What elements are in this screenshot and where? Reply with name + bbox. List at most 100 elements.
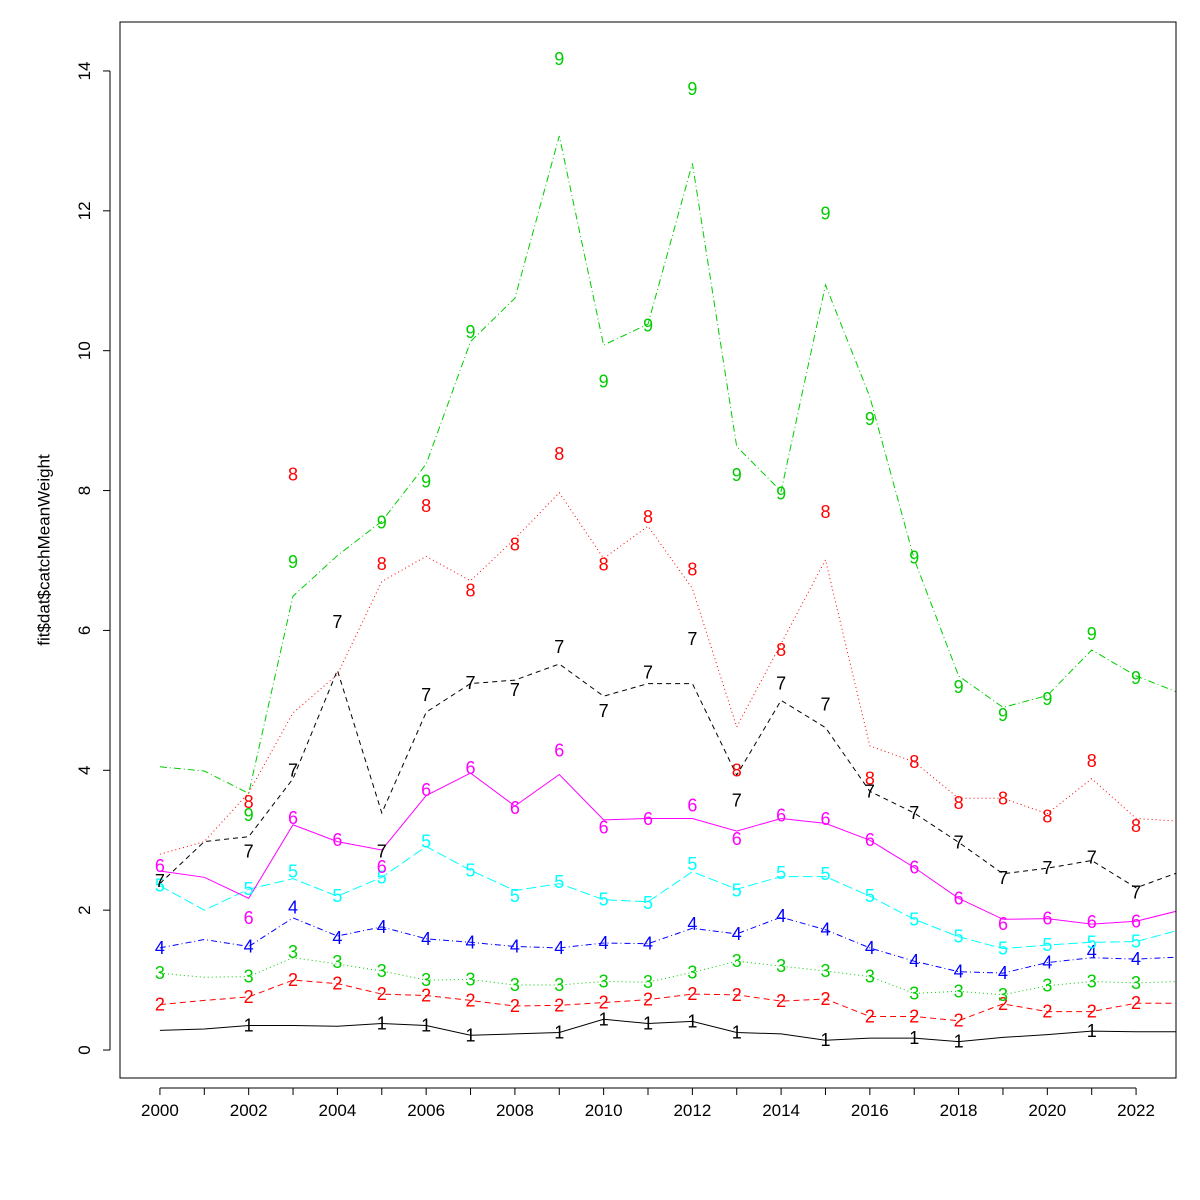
series-7-point-label: 7 bbox=[1131, 883, 1141, 903]
series-3-point-label: 3 bbox=[909, 983, 919, 1003]
series-4-point-label: 4 bbox=[998, 963, 1008, 983]
series-5-point-label: 5 bbox=[776, 863, 786, 883]
series-7-point-label: 7 bbox=[244, 841, 254, 861]
series-3-point-label: 3 bbox=[466, 969, 476, 989]
series-9-point-label: 9 bbox=[865, 409, 875, 429]
x-tick-label: 2014 bbox=[762, 1101, 800, 1120]
plot-frame bbox=[119, 21, 1177, 1079]
series-6-point-label: 6 bbox=[554, 741, 564, 761]
series-4-point-label: 4 bbox=[332, 928, 342, 948]
series-8-point-label: 8 bbox=[687, 560, 697, 580]
series-8-point-label: 8 bbox=[732, 760, 742, 780]
x-tick-label: 2020 bbox=[1028, 1101, 1066, 1120]
series-9-point-label: 9 bbox=[244, 805, 254, 825]
x-tick-label: 2018 bbox=[940, 1101, 978, 1120]
series-1-point-label: 1 bbox=[466, 1025, 476, 1045]
series-7-point-label: 7 bbox=[687, 629, 697, 649]
series-9-point-label: 9 bbox=[1131, 668, 1141, 688]
series-6-point-label: 6 bbox=[1042, 909, 1052, 929]
series-2-point-label: 2 bbox=[288, 970, 298, 990]
series-8-point-label: 8 bbox=[954, 793, 964, 813]
series-8-point-label: 8 bbox=[1131, 816, 1141, 836]
series-6-point-label: 6 bbox=[332, 830, 342, 850]
series-6-point-label: 6 bbox=[288, 808, 298, 828]
series-7-point-label: 7 bbox=[510, 680, 520, 700]
series-3-point-label: 3 bbox=[1087, 971, 1097, 991]
series-line-1 bbox=[159, 1018, 1176, 1043]
series-7-point-label: 7 bbox=[466, 673, 476, 693]
series-3-point-label: 3 bbox=[510, 975, 520, 995]
series-8-point-label: 8 bbox=[288, 464, 298, 484]
series-3-point-label: 3 bbox=[599, 971, 609, 991]
series-6-point-label: 6 bbox=[865, 830, 875, 850]
series-2-point-label: 2 bbox=[466, 990, 476, 1010]
series-6-point-label: 6 bbox=[1131, 911, 1141, 931]
series-9-point-label: 9 bbox=[954, 677, 964, 697]
series-3-point-label: 3 bbox=[1131, 973, 1141, 993]
series-7-point-label: 7 bbox=[820, 695, 830, 715]
series-9-point-label: 9 bbox=[466, 322, 476, 342]
series-5-point-label: 5 bbox=[732, 881, 742, 901]
series-line-8 bbox=[159, 491, 1176, 855]
series-2-point-label: 2 bbox=[244, 987, 254, 1007]
series-9-point-label: 9 bbox=[1087, 624, 1097, 644]
series-7-point-label: 7 bbox=[1087, 848, 1097, 868]
series-6-point-label: 6 bbox=[421, 780, 431, 800]
series-9-point-label: 9 bbox=[377, 513, 387, 533]
series-8-point-label: 8 bbox=[599, 555, 609, 575]
series-9-point-label: 9 bbox=[732, 465, 742, 485]
series-8-point-label: 8 bbox=[1042, 806, 1052, 826]
series-9-point-label: 9 bbox=[643, 316, 653, 336]
series-9-point-label: 9 bbox=[998, 705, 1008, 725]
series-8-point-label: 8 bbox=[865, 769, 875, 789]
series-6-point-label: 6 bbox=[687, 795, 697, 815]
series-5-point-label: 5 bbox=[332, 886, 342, 906]
series-8-point-label: 8 bbox=[1087, 751, 1097, 771]
series-2-point-label: 2 bbox=[510, 996, 520, 1016]
series-3-point-label: 3 bbox=[732, 951, 742, 971]
x-tick-label: 2012 bbox=[673, 1101, 711, 1120]
series-8-point-label: 8 bbox=[377, 554, 387, 574]
series-1-point-label: 1 bbox=[732, 1023, 742, 1043]
series-5-point-label: 5 bbox=[1042, 935, 1052, 955]
series-8-point-label: 8 bbox=[421, 496, 431, 516]
y-tick-label: 10 bbox=[75, 341, 94, 360]
series-9-point-label: 9 bbox=[909, 548, 919, 568]
series-7-point-label: 7 bbox=[643, 662, 653, 682]
series-line-5 bbox=[159, 845, 1176, 950]
series-9-point-label: 9 bbox=[554, 49, 564, 69]
series-4-point-label: 4 bbox=[1131, 949, 1141, 969]
series-9-point-label: 9 bbox=[421, 471, 431, 491]
series-2-point-label: 2 bbox=[732, 985, 742, 1005]
series-4-point-label: 4 bbox=[820, 920, 830, 940]
series-6-point-label: 6 bbox=[377, 857, 387, 877]
series-3-point-label: 3 bbox=[643, 972, 653, 992]
series-7-point-label: 7 bbox=[1042, 858, 1052, 878]
series-5-point-label: 5 bbox=[510, 886, 520, 906]
series-6-point-label: 6 bbox=[776, 806, 786, 826]
series-4-point-label: 4 bbox=[599, 933, 609, 953]
y-tick-label: 4 bbox=[75, 766, 94, 775]
series-6-point-label: 6 bbox=[732, 829, 742, 849]
series-3-point-label: 3 bbox=[332, 952, 342, 972]
series-7-point-label: 7 bbox=[732, 790, 742, 810]
x-tick-label: 2016 bbox=[851, 1101, 889, 1120]
series-1-point-label: 1 bbox=[820, 1030, 830, 1050]
series-7-point-label: 7 bbox=[998, 868, 1008, 888]
series-2-point-label: 2 bbox=[1131, 993, 1141, 1013]
series-2-point-label: 2 bbox=[554, 995, 564, 1015]
x-tick-label: 2010 bbox=[585, 1101, 623, 1120]
series-6-point-label: 6 bbox=[1087, 912, 1097, 932]
series-6-point-label: 6 bbox=[244, 908, 254, 928]
series-2-point-label: 2 bbox=[421, 985, 431, 1005]
x-tick-label: 2022 bbox=[1117, 1101, 1155, 1120]
series-2-point-label: 2 bbox=[377, 984, 387, 1004]
series-1-point-label: 1 bbox=[244, 1016, 254, 1036]
series-4-point-label: 4 bbox=[421, 929, 431, 949]
series-3-point-label: 3 bbox=[865, 967, 875, 987]
series-4-point-label: 4 bbox=[377, 917, 387, 937]
series-point-labels: 1 1 1 1 11 1 11 1 1 112 22 22 2 2 2 2 2 2 2 2 2 22 2 22 2 2 23 33 3 3… bbox=[155, 49, 1141, 1052]
series-5-point-label: 5 bbox=[1131, 932, 1141, 952]
x-tick-label: 2000 bbox=[141, 1101, 179, 1120]
series-line-6 bbox=[159, 772, 1176, 925]
